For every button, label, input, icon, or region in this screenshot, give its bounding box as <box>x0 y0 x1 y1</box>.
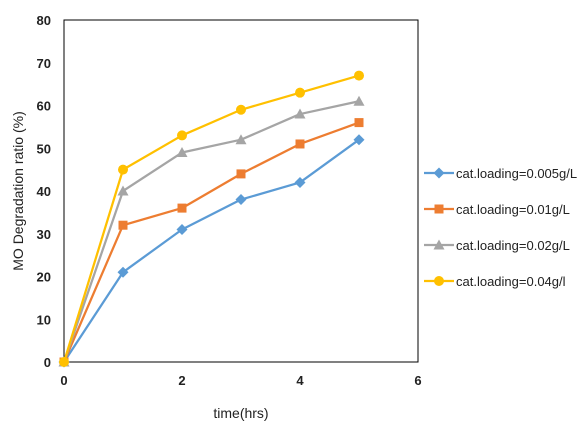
data-point <box>118 164 128 175</box>
series-line <box>62 121 360 363</box>
data-point <box>235 134 247 145</box>
data-point <box>353 95 365 106</box>
x-tick-label: 2 <box>178 373 185 388</box>
data-point <box>118 220 128 230</box>
data-point <box>177 130 187 141</box>
legend-item: cat.loading=0.04g/l <box>424 274 566 289</box>
y-axis-ticks: 0 10 20 30 40 50 60 70 80 <box>37 13 51 370</box>
data-point <box>176 147 188 158</box>
series-line <box>62 74 360 363</box>
data-point <box>177 203 187 213</box>
plot-area-border <box>63 19 419 363</box>
data-point <box>235 194 247 206</box>
legend-marker <box>433 167 445 179</box>
x-tick-label: 6 <box>414 373 421 388</box>
data-point <box>236 104 246 115</box>
y-tick-label: 0 <box>44 355 51 370</box>
legend-label: cat.loading=0.01g/L <box>456 202 570 217</box>
series-line <box>63 138 360 363</box>
data-point <box>236 169 246 179</box>
data-point <box>294 176 306 188</box>
data-point <box>295 139 305 149</box>
y-tick-label: 60 <box>37 99 51 114</box>
data-point <box>294 108 306 119</box>
y-tick-label: 80 <box>37 13 51 28</box>
y-tick-label: 40 <box>37 184 51 199</box>
x-axis-ticks: 0 2 4 6 <box>60 373 421 388</box>
y-axis-title: MO Degradation ratio (%) <box>10 111 26 271</box>
legend-marker <box>434 204 444 214</box>
series-4 <box>59 70 364 367</box>
data-point <box>117 266 129 278</box>
data-point <box>59 357 69 367</box>
legend: cat.loading=0.005g/L cat.loading=0.01g/L c… <box>424 166 577 289</box>
legend-item: cat.loading=0.005g/L <box>424 166 577 181</box>
data-point <box>354 70 364 81</box>
legend-label: cat.loading=0.02g/L <box>456 238 570 253</box>
legend-item: cat.loading=0.02g/L <box>424 238 570 253</box>
data-point <box>353 134 365 146</box>
legend-marker <box>434 276 444 286</box>
legend-label: cat.loading=0.04g/l <box>456 274 566 289</box>
data-point <box>295 87 305 98</box>
y-tick-label: 10 <box>37 312 51 327</box>
legend-label: cat.loading=0.005g/L <box>456 166 577 181</box>
legend-item: cat.loading=0.01g/L <box>424 202 570 217</box>
y-tick-label: 70 <box>37 56 51 71</box>
data-point <box>354 118 364 128</box>
data-point <box>117 185 129 196</box>
data-point <box>176 223 188 235</box>
x-tick-label: 0 <box>60 373 67 388</box>
series-1 <box>58 134 365 368</box>
series-layer <box>58 70 365 368</box>
x-axis-title: time(hrs) <box>213 405 268 421</box>
y-tick-label: 20 <box>37 270 51 285</box>
x-tick-label: 4 <box>296 373 304 388</box>
legend-marker <box>433 239 445 250</box>
y-tick-label: 30 <box>37 227 51 242</box>
y-tick-label: 50 <box>37 141 51 156</box>
series-line <box>62 100 360 363</box>
